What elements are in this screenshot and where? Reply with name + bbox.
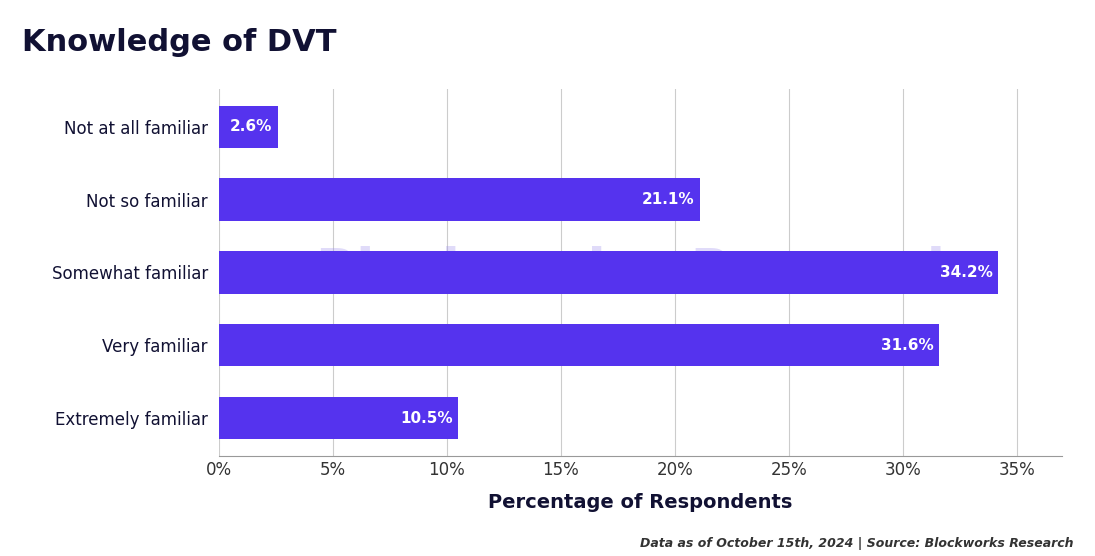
Text: 21.1%: 21.1% xyxy=(642,192,694,207)
Bar xyxy=(219,324,940,366)
Text: 31.6%: 31.6% xyxy=(880,338,933,353)
Text: Knowledge of DVT: Knowledge of DVT xyxy=(22,28,336,57)
Bar xyxy=(219,106,278,148)
Text: Data as of October 15th, 2024 | Source: Blockworks Research: Data as of October 15th, 2024 | Source: … xyxy=(639,538,1073,550)
Text: 2.6%: 2.6% xyxy=(230,120,273,134)
Text: Blockworks  Research: Blockworks Research xyxy=(316,246,965,299)
X-axis label: Percentage of Respondents: Percentage of Respondents xyxy=(488,493,793,512)
Bar xyxy=(219,251,999,294)
Bar xyxy=(219,178,700,221)
Bar xyxy=(219,397,459,439)
Text: 10.5%: 10.5% xyxy=(400,411,452,425)
Text: 34.2%: 34.2% xyxy=(940,265,993,280)
